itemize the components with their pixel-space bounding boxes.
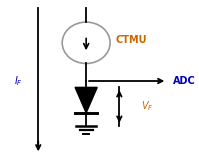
Text: ADC: ADC [173,76,195,86]
Polygon shape [75,87,97,113]
Text: $I_F$: $I_F$ [14,74,22,88]
Text: $V_F$: $V_F$ [141,100,154,113]
Text: CTMU: CTMU [116,35,147,45]
